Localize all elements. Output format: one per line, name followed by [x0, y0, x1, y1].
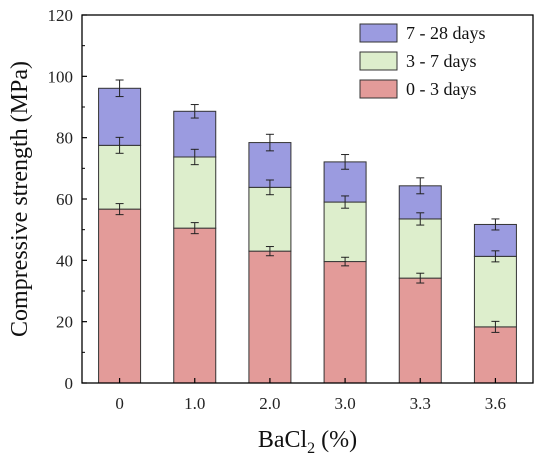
bar-segment [98, 144, 142, 210]
bar-segment [473, 255, 517, 328]
bar-segment [98, 208, 142, 384]
x-axis-title: BaCl2 (%) [258, 427, 357, 457]
x-tick-label: 3.3 [410, 394, 431, 413]
y-tick-label: 60 [56, 190, 73, 209]
y-tick-label: 100 [48, 67, 74, 86]
bar-segment [398, 277, 442, 384]
x-tick-label: 0 [115, 394, 124, 413]
x-axis-title-main: BaCl [258, 427, 308, 453]
legend-swatch [359, 51, 398, 71]
bar-segment [248, 186, 292, 252]
legend: 7 - 28 days 3 - 7 days 0 - 3 days [359, 23, 486, 99]
y-axis-title: Compressive strength (MPa) [7, 61, 33, 337]
legend-label: 0 - 3 days [406, 79, 477, 99]
ticks-layer: 0 1.0 2.0 3.0 3.3 3.6 0 20 40 60 80 100 120 [48, 6, 507, 413]
legend-label: 3 - 7 days [406, 51, 477, 71]
bar-segment [248, 250, 292, 384]
bar-segment [323, 201, 367, 263]
x-tick-label: 3.0 [334, 394, 355, 413]
bar-segment [473, 326, 517, 384]
x-tick-label: 1.0 [184, 394, 205, 413]
bar-segment [323, 261, 367, 384]
legend-swatch [359, 23, 398, 43]
bar-segment [173, 227, 217, 384]
legend-swatch [359, 79, 398, 99]
x-axis-title-subscript: 2 [307, 440, 315, 457]
y-tick-label: 80 [56, 129, 73, 148]
y-tick-label: 20 [56, 313, 73, 332]
error-bars-layer [115, 79, 500, 333]
legend-label: 7 - 28 days [406, 23, 486, 43]
x-axis-title-tail: (%) [315, 427, 357, 453]
x-tick-label: 3.6 [485, 394, 506, 413]
bar-segment [173, 156, 217, 229]
x-tick-label: 2.0 [259, 394, 280, 413]
bar-segment [98, 87, 142, 146]
bar-segment [323, 161, 367, 203]
bars-layer [98, 87, 517, 384]
y-tick-label: 120 [48, 6, 74, 25]
bar-segment [398, 218, 442, 279]
y-tick-label: 40 [56, 251, 73, 270]
y-tick-label: 0 [65, 374, 74, 393]
